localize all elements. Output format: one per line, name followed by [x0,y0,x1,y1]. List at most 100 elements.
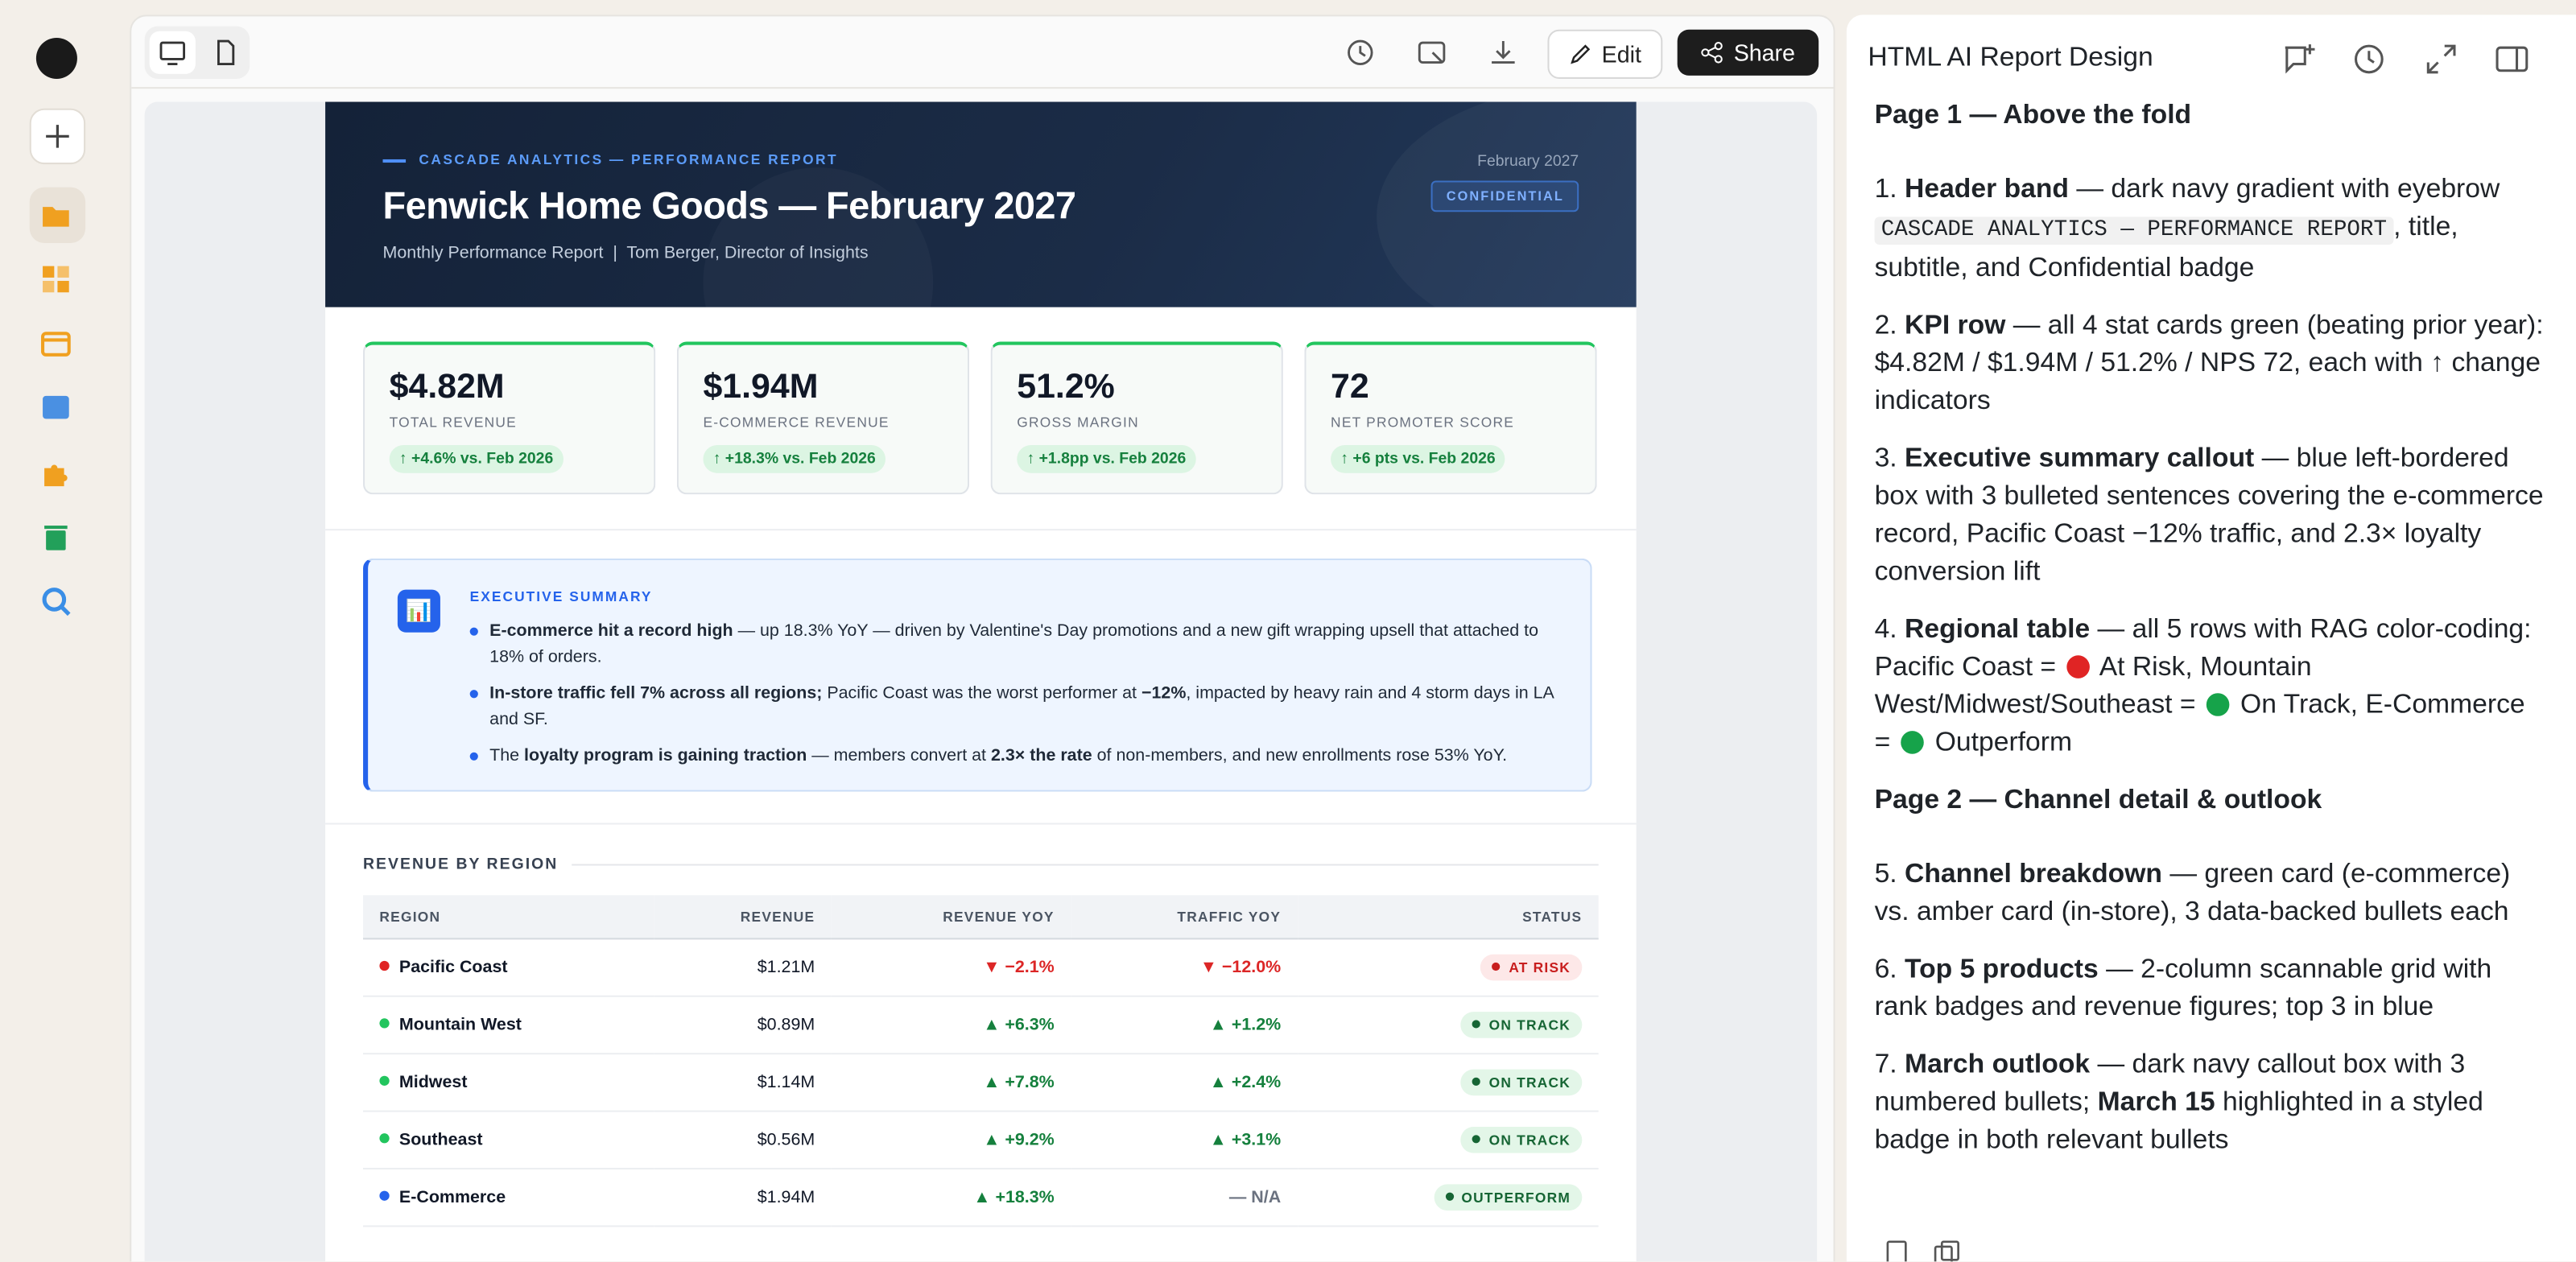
table-row: Mountain West $0.89M ▲ +6.3% ▲ +1.2% ON TRAC… [363,996,1599,1055]
text: 4. [1874,614,1905,644]
path [43,207,69,227]
search-icon[interactable] [39,585,72,618]
new-button[interactable] [29,108,86,165]
kpi-change: ↑ +1.8pp vs. Feb 2026 [1017,445,1196,473]
traffic-yoy-cell: — N/A [1071,1169,1298,1227]
download-button[interactable] [1487,36,1520,69]
region-name: Mountain West [398,1015,522,1035]
text: Outperform [1927,728,2073,757]
revenue-yoy-cell: ▼ −2.1% [831,938,1071,997]
status-pill: ON TRACK [1460,1012,1583,1038]
avatar[interactable] [35,37,77,79]
revenue-cell: $1.21M [653,938,832,997]
region-cell: Pacific Coast [363,938,654,997]
annotate-button[interactable] [1416,36,1449,69]
region-dot [379,1075,390,1086]
share-button[interactable]: Share [1677,29,1819,76]
calendar-icon[interactable] [39,327,72,360]
path [59,604,71,617]
summary-icon: 📊 [397,589,440,633]
desktop-icon [159,41,185,66]
new-chat-button[interactable] [2281,41,2317,77]
bold-text: Channel breakdown [1905,859,2163,889]
path [217,39,235,66]
summary-bullet: The loyalty program is gaining traction … [469,744,1567,769]
bold-text: loyalty program is gaining traction [524,745,807,766]
duplicate-icon[interactable] [1932,1239,1962,1262]
toolbar-divider [131,87,1834,89]
status-label: ON TRACK [1488,1074,1571,1091]
puzzle-icon[interactable] [39,456,72,489]
revenue-yoy-cell: ▲ +6.3% [831,996,1071,1055]
circle [1348,39,1373,66]
history-button[interactable] [1344,36,1377,69]
circle [42,588,67,612]
region-cell: Southeast [363,1111,654,1170]
desktop-view[interactable] [149,31,196,74]
text: — blue left-bordered box with 3 bulleted… [1874,443,2544,587]
plan-item: 6. Top 5 products — 2-column scannable g… [1875,951,2549,1027]
traffic-yoy-cell: ▲ +1.2% [1071,996,1298,1055]
trash-icon[interactable] [39,521,72,554]
divider [325,823,1637,825]
table-body: Pacific Coast $1.21M ▼ −2.1% ▼ −12.0% AT RIS… [363,938,1599,1227]
revenue-yoy-cell: ▲ +18.3% [831,1169,1071,1227]
rect [57,280,69,293]
edit-button[interactable]: Edit [1547,29,1663,79]
share-label: Share [1733,39,1795,66]
kpi-value: $1.94M [703,368,819,406]
kpi-value: $4.82M [389,368,505,406]
revenue-yoy-cell: ▲ +7.8% [831,1054,1071,1112]
circle [1715,42,1724,51]
text: of non-members, and new enrollments rose… [1092,745,1508,766]
revenue-yoy-cell: ▲ +9.2% [831,1111,1071,1170]
column-header: REVENUE [653,895,832,940]
status-pill: AT RISK [1480,954,1583,981]
text: At Risk, Mountain West/Midwest/Southeast… [1874,652,2312,720]
report-title: Fenwick Home Goods — February 2027 [382,184,1076,227]
eyebrow: CASCADE ANALYTICS — PERFORMANCE REPORT [419,151,839,168]
status-cell: ON TRACK [1297,1111,1599,1170]
pill-dot [1472,1020,1481,1029]
report-page: CASCADE ANALYTICS — PERFORMANCE REPORT F… [325,101,1637,1262]
history-button[interactable] [2351,41,2387,77]
rect [57,266,69,278]
status-pill: OUTPERFORM [1433,1184,1583,1211]
bold-text: E-commerce hit a record high [489,621,733,641]
copy-icon[interactable] [1883,1239,1913,1262]
text: — all 4 stat cards green (beating prior … [1874,310,2544,416]
rect [46,530,66,551]
mobile-view[interactable] [204,31,246,74]
sidebar-toggle[interactable] [2494,41,2530,77]
apps-icon[interactable] [39,263,72,296]
summary-bullet: In-store traffic fell 7% across all regi… [469,682,1567,732]
table-row: E-Commerce $1.94M ▲ +18.3% — N/A OUTPERFORM [363,1169,1599,1227]
kpi-label: NET PROMOTER SCORE [1331,414,1515,431]
summary-bullets: E-commerce hit a record high — up 18.3% … [469,619,1567,781]
text: 6. [1874,954,1905,984]
status-pill: ON TRACK [1460,1069,1583,1096]
circle [1701,48,1711,57]
text: 2. [1874,310,1905,340]
table-row: Midwest $1.14M ▲ +7.8% ▲ +2.4% ON TRACK [363,1054,1599,1112]
header-band: CASCADE ANALYTICS — PERFORMANCE REPORT F… [325,101,1637,307]
region-dot [379,1133,390,1144]
kpi-card: 72 NET PROMOTER SCORE ↑ +6 pts vs. Feb 202… [1304,341,1597,495]
rect [2496,46,2529,72]
path [1359,46,1366,57]
text: , impacted by heavy rain and 4 storm day… [489,683,1554,729]
folder-icon[interactable] [39,199,72,232]
view-toggle [144,26,250,79]
region-dot [379,1190,390,1201]
expand-button[interactable] [2423,41,2459,77]
path [2368,51,2375,64]
column-header: REVENUE YOY [831,895,1071,940]
report-canvas: CASCADE ANALYTICS — PERFORMANCE REPORT F… [144,101,1818,1262]
path [1431,52,1443,64]
rect [1934,1245,1953,1262]
region-cell: Mountain West [363,996,654,1055]
path [1492,41,1515,64]
window-icon[interactable] [39,391,72,424]
plus-icon [46,125,69,148]
